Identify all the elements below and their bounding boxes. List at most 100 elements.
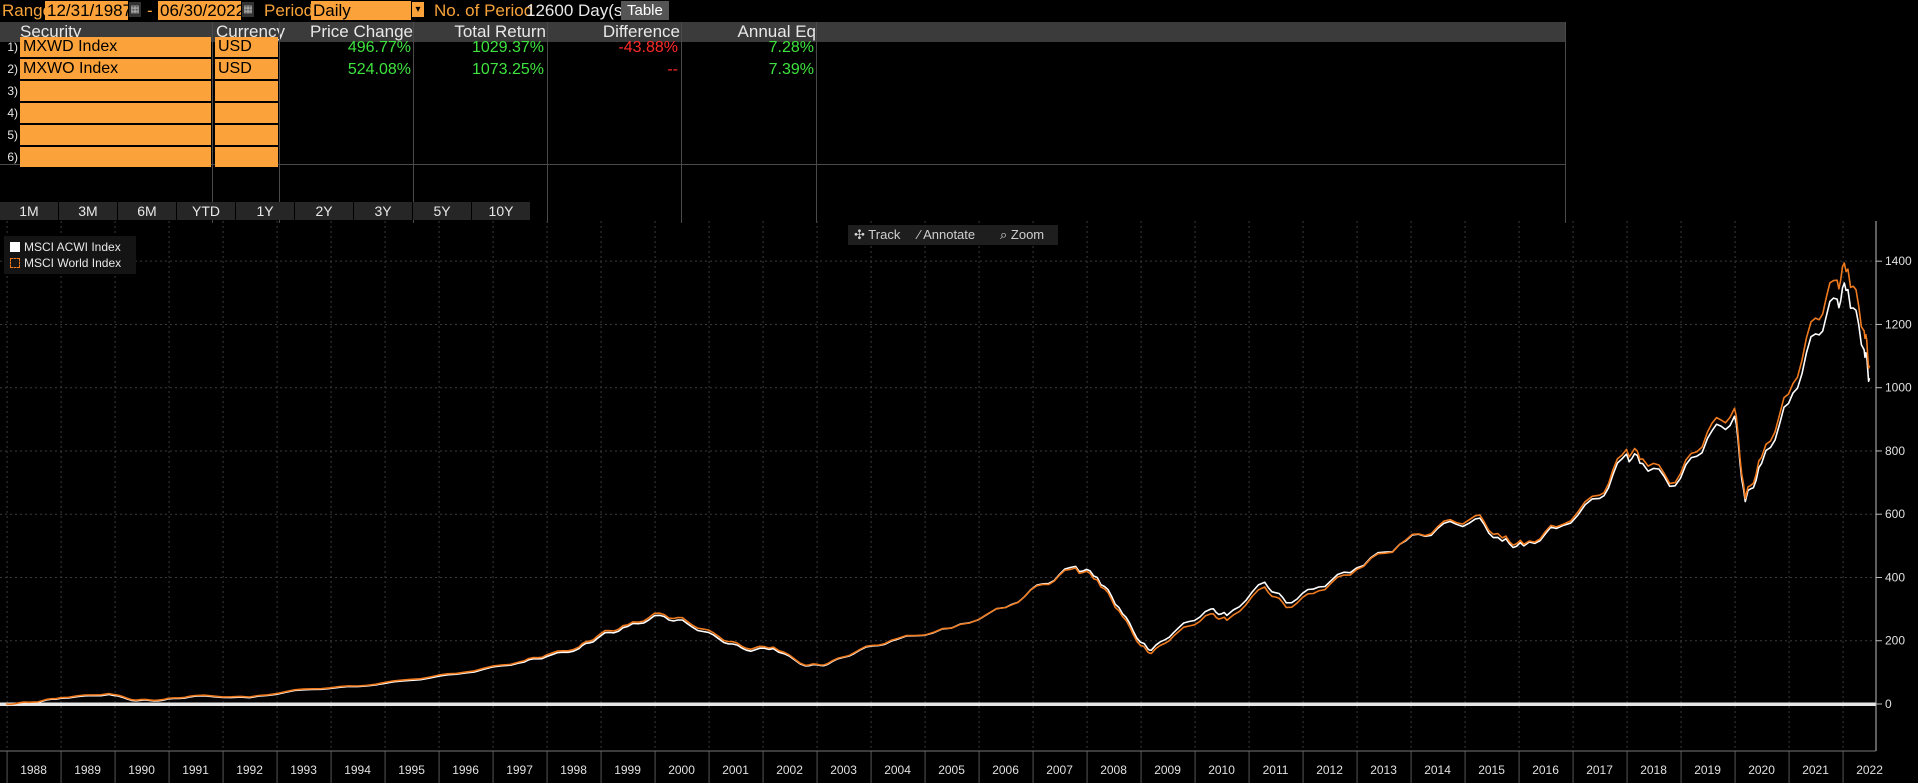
tab-2y[interactable]: 2Y [295,202,353,220]
x-tick-label: 2010 [1208,763,1235,777]
range-toolbar: Range 12/31/1987 ▦ - 06/30/2022 ▦ Period… [0,0,1918,21]
tab-10y[interactable]: 10Y [472,202,530,220]
x-tick-label: 2007 [1046,763,1073,777]
difference-cell: -43.88% [618,39,678,56]
total-return-cell: 1073.25% [471,61,544,78]
tab-3y[interactable]: 3Y [354,202,412,220]
x-tick-label: 2004 [884,763,911,777]
x-tick-label: 2013 [1370,763,1397,777]
chart-series [0,262,1876,706]
tab-5y[interactable]: 5Y [413,202,471,220]
currency-cell[interactable] [215,125,278,145]
x-tick-label: 1988 [20,763,47,777]
legend-item-acwi[interactable]: MSCI ACWI Index [10,239,121,255]
x-tick-label: 2021 [1802,763,1829,777]
annual-eq-cell: 7.28% [768,39,814,56]
currency-cell[interactable]: USD [215,37,278,57]
annotate-button[interactable]: ∕ Annotate [918,227,976,242]
pencil-icon: ∕ [918,227,921,242]
table-button[interactable]: Table [621,1,669,20]
security-cell[interactable]: MXWO Index [20,59,211,79]
x-tick-label: 2000 [668,763,695,777]
price-change-cell: 496.77% [347,39,411,56]
x-tick-label: 2015 [1478,763,1505,777]
row-number: 2) [7,62,18,76]
y-tick-label: 1200 [1885,317,1912,331]
x-axis: 1988 1989 1990 1991 1992 1993 1994 1995 1996 1997… [0,750,1883,783]
chevron-down-icon[interactable]: ▾ [412,2,424,17]
security-cell[interactable] [20,103,211,123]
currency-cell[interactable]: USD [215,59,278,79]
x-tick-label: 2012 [1316,763,1343,777]
x-tick-label: 1994 [344,763,371,777]
zero-baseline [0,702,1876,706]
tab-6m[interactable]: 6M [118,202,176,220]
security-cell[interactable] [20,81,211,101]
legend-item-world[interactable]: MSCI World Index [10,255,121,271]
header-security: Security [20,22,82,41]
row-number: 5) [7,128,18,142]
header-difference: Difference [602,22,680,41]
x-tick-label: 1995 [398,763,425,777]
security-cell[interactable] [20,125,211,145]
calendar-icon[interactable]: ▦ [242,2,254,17]
x-tick-label: 1992 [236,763,263,777]
x-tick-label: 2001 [722,763,749,777]
tab-1m[interactable]: 1M [0,202,58,220]
start-date-field[interactable]: 12/31/1987 [45,1,133,20]
currency-cell[interactable] [215,147,278,167]
x-tick-label: 1990 [128,763,155,777]
row-number: 4) [7,106,18,120]
y-tick-label: 400 [1885,570,1905,584]
x-tick-label: 2005 [938,763,965,777]
x-tick-label: 2017 [1586,763,1613,777]
row-number: 3) [7,84,18,98]
end-date-field[interactable]: 06/30/2022 [158,1,246,20]
row-number: 6) [7,150,18,164]
period-select[interactable]: Daily [311,1,411,20]
security-cell[interactable] [20,147,211,167]
difference-cell: -- [667,61,678,78]
header-annual-eq: Annual Eq [737,22,816,41]
track-button[interactable]: ✣ Track [854,227,901,242]
price-change-cell: 524.08% [347,61,411,78]
x-tick-label: 1997 [506,763,533,777]
range-label: Range [2,1,53,20]
zoom-button[interactable]: ⌕ Zoom [1000,227,1045,242]
tab-1y[interactable]: 1Y [236,202,294,220]
x-tick-label: 2006 [992,763,1019,777]
y-tick-label: 1400 [1885,254,1912,268]
y-tick-label: 800 [1885,444,1905,458]
y-tick-label: 600 [1885,507,1905,521]
legend-swatch-icon [10,258,20,268]
x-tick-label: 1999 [614,763,641,777]
securities-table: Security Currency Price Change Total Ret… [0,22,1918,223]
y-tick-label: 200 [1885,634,1905,648]
total-return-cell: 1029.37% [471,39,544,56]
x-tick-label: 1993 [290,763,317,777]
currency-cell[interactable] [215,81,278,101]
x-tick-label: 2020 [1748,763,1775,777]
x-tick-label: 1991 [182,763,209,777]
x-tick-label: 2016 [1532,763,1559,777]
x-tick-label: 2003 [830,763,857,777]
tab-3m[interactable]: 3M [59,202,117,220]
security-cell[interactable]: MXWD Index [20,37,211,57]
date-separator: - [147,1,153,20]
no-of-period-label: No. of Period [434,1,534,20]
x-tick-label: 2018 [1640,763,1667,777]
header-price-change: Price Change [309,22,413,41]
tab-ytd[interactable]: YTD [177,202,235,220]
period-label: Period [264,1,314,20]
series-line-world [5,262,1871,706]
header-total-return: Total Return [454,22,546,41]
x-tick-label: 1989 [74,763,101,777]
crosshair-icon: ✣ [854,227,865,242]
currency-cell[interactable] [215,103,278,123]
calendar-icon[interactable]: ▦ [129,2,141,17]
chart-grid [0,221,1876,749]
x-tick-label: 2002 [776,763,803,777]
x-tick-label: 2022 [1856,763,1883,777]
chart-legend: MSCI ACWI Index MSCI World Index [4,236,136,274]
